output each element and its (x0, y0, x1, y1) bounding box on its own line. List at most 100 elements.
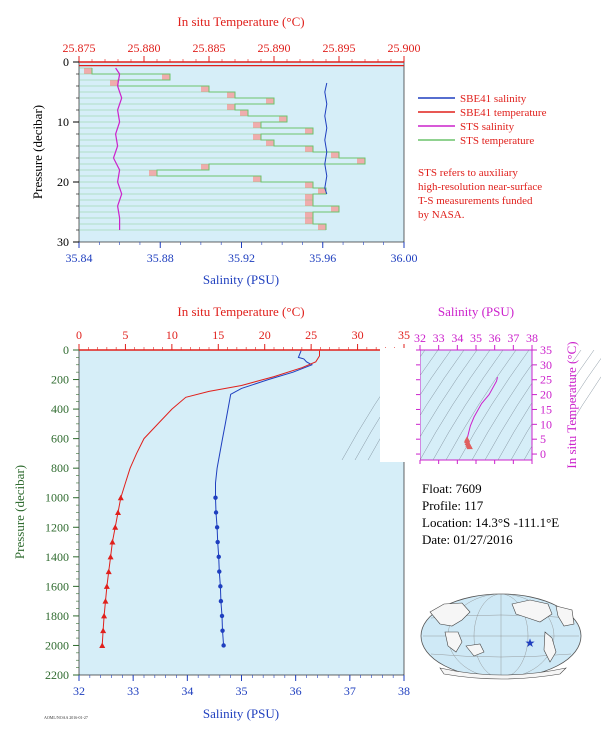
main-chart-plot-area (78, 349, 405, 676)
top-temp-tick-label: 25.875 (63, 41, 96, 55)
top-temp-tick-label: 25.895 (323, 41, 356, 55)
main-sal-tick-label: 37 (344, 684, 356, 698)
top-temp-tick-label: 25.880 (128, 41, 161, 55)
main-temp-tick-label: 5 (122, 328, 128, 342)
main-pressure-tick-label: 1200 (45, 520, 69, 534)
legend-label: STS temperature (460, 135, 534, 147)
float-location-marker: ★ (525, 636, 536, 650)
ts-temp-tick-label: 5 (540, 432, 546, 446)
legend-label: SBE41 temperature (460, 107, 547, 119)
temperature-marker (115, 509, 121, 515)
top-salinity-axis-title: Salinity (PSU) (203, 272, 279, 287)
top-sal-tick-label: 35.88 (147, 251, 174, 265)
ts-temp-tick-label: 30 (540, 358, 552, 372)
ts-temp-tick-label: 10 (540, 417, 552, 431)
ts-sal-tick-label: 32 (414, 331, 426, 345)
main-pressure-tick-label: 2000 (45, 638, 69, 652)
main-salinity-line (215, 350, 314, 646)
ts-temp-axis-title: In situ Temperature (°C) (564, 341, 579, 468)
salinity-marker (219, 613, 225, 619)
note-line-4: by NASA. (418, 209, 465, 221)
temperature-marker (99, 642, 106, 648)
salinity-marker (218, 598, 224, 604)
legend-label: SBE41 salinity (460, 93, 527, 105)
top-pressure-tick-label: 10 (57, 115, 69, 129)
main-pressure-tick-label: 400 (51, 402, 69, 416)
world-map: ★ (420, 593, 582, 680)
main-chart-series (99, 350, 320, 648)
top-legend: SBE41 salinity SBE41 temperature STS salin… (418, 93, 547, 147)
ts-density-contours (341, 348, 601, 462)
footer-code: AOML/NOAA 2016-01-27 (44, 715, 88, 720)
float-id: Float: 7609 (422, 481, 482, 496)
ts-chart-plot-area (419, 349, 533, 461)
density-contour (432, 349, 504, 461)
ts-sal-tick-label: 34 (451, 331, 463, 345)
main-sal-tick-label: 33 (127, 684, 139, 698)
legend-label: STS salinity (460, 121, 515, 133)
temperature-marker (101, 612, 108, 619)
ts-sal-tick-label: 36 (489, 331, 501, 345)
main-temp-tick-label: 15 (212, 328, 224, 342)
main-pressure-axis-title: Pressure (decibar) (12, 465, 27, 559)
main-chart: 0 5 10 15 20 25 30 35 32 33 34 35 36 37 38 0 200 400 600 80… (12, 304, 410, 721)
temperature-marker (100, 627, 107, 634)
note-line-2: high-resolution near-surface (418, 181, 542, 193)
salinity-marker (213, 510, 219, 515)
salinity-marker (216, 554, 221, 560)
top-temp-tick-label: 25.885 (193, 41, 226, 55)
ts-marker (466, 443, 473, 450)
main-temp-tick-label: 20 (259, 328, 271, 342)
top-pressure-tick-label: 30 (57, 235, 69, 249)
ts-chart-series (464, 376, 498, 450)
salinity-marker (218, 584, 223, 589)
sbe41-salinity-line (324, 82, 328, 195)
main-temp-tick-label: 35 (398, 328, 410, 342)
temperature-marker (109, 539, 116, 545)
main-sal-tick-label: 36 (290, 684, 302, 698)
ts-temp-tick-label: 20 (540, 388, 552, 402)
main-pressure-tick-label: 200 (51, 373, 69, 387)
main-sal-tick-label: 35 (236, 684, 248, 698)
top-sal-tick-label: 36.00 (391, 251, 418, 265)
top-sal-tick-label: 35.92 (228, 251, 255, 265)
main-temp-tick-label: 30 (352, 328, 364, 342)
main-temp-tick-label: 0 (76, 328, 82, 342)
main-temp-tick-label: 25 (305, 328, 317, 342)
main-pressure-tick-label: 1400 (45, 550, 69, 564)
salinity-marker (215, 539, 220, 545)
top-chart: 25.875 25.880 25.885 25.890 25.895 25.900 35.8… (30, 14, 547, 287)
salinity-marker (221, 643, 226, 648)
top-pressure-tick-label: 0 (63, 55, 69, 69)
salinity-marker (213, 495, 218, 500)
sts-temperature-fill (84, 68, 365, 230)
location: Location: 14.3°S -111.1°E (422, 515, 560, 530)
temperature-marker (117, 494, 124, 501)
top-temp-axis-title: In situ Temperature (°C) (177, 14, 304, 29)
sts-salinity-line (112, 67, 123, 230)
ts-temp-tick-label: 35 (540, 343, 552, 357)
ts-salinity-axis-title: Salinity (PSU) (438, 304, 514, 319)
ts-sal-tick-label: 38 (526, 331, 538, 345)
top-temp-tick-label: 25.890 (258, 41, 291, 55)
temperature-marker (112, 524, 119, 530)
main-chart-axes: 0 5 10 15 20 25 30 35 32 33 34 35 36 37 38 0 200 400 600 80… (45, 328, 410, 698)
main-pressure-tick-label: 800 (51, 461, 69, 475)
contour-mask-right (532, 348, 573, 462)
top-temp-tick-label: 25.900 (388, 41, 421, 55)
density-contour (419, 349, 491, 461)
temperature-marker (105, 568, 112, 575)
main-sal-tick-label: 32 (73, 684, 85, 698)
date: Date: 01/27/2016 (422, 532, 513, 547)
density-contour (458, 349, 530, 461)
ts-sal-tick-label: 37 (507, 331, 519, 345)
temperature-marker (102, 598, 109, 604)
float-info: Float: 7609 Profile: 117 Location: 14.3°… (422, 480, 559, 548)
profile-number: Profile: 117 (422, 498, 484, 513)
top-sal-tick-label: 35.84 (66, 251, 93, 265)
main-pressure-tick-label: 600 (51, 432, 69, 446)
note-line-1: STS refers to auxiliary (418, 167, 518, 179)
